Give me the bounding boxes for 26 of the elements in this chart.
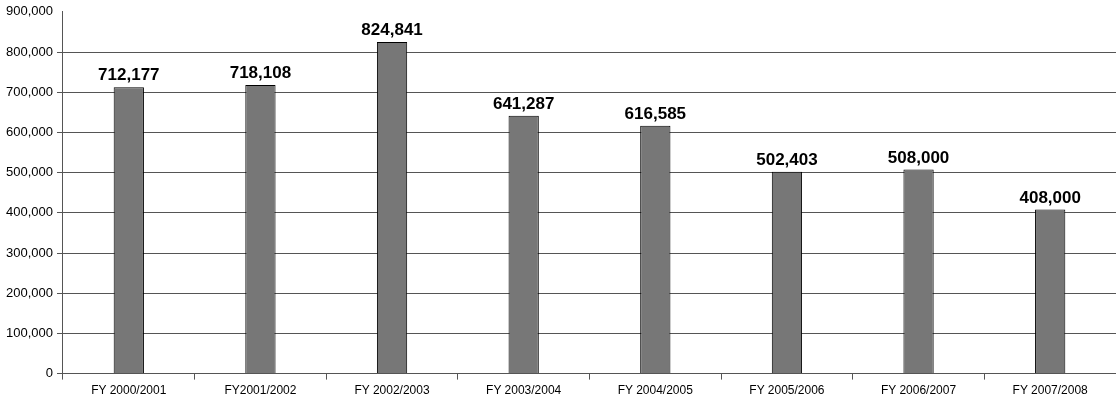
y-tick-label: 400,000 <box>5 204 53 220</box>
data-label: 824,841 <box>361 20 423 40</box>
x-tick-label: FY 2002/2003 <box>354 383 430 398</box>
x-tick-label: FY2001/2002 <box>224 383 297 398</box>
y-tick-label: 900,000 <box>5 3 53 19</box>
x-tick-label: FY 2004/2005 <box>617 383 694 398</box>
data-label: 508,000 <box>887 147 950 167</box>
y-tick-label: 300,000 <box>5 244 53 260</box>
y-tick-label: 800,000 <box>5 43 53 59</box>
x-tick-label: FY 2003/2004 <box>486 383 562 398</box>
y-tick-label: 500,000 <box>5 164 53 180</box>
data-label: 718,108 <box>229 63 292 83</box>
y-tick-label: 600,000 <box>5 123 53 139</box>
y-tick-label: 100,000 <box>5 324 53 340</box>
data-label: 616,585 <box>624 103 687 123</box>
x-tick-label: FY 2006/2007 <box>880 383 957 398</box>
data-label: 502,403 <box>756 149 818 169</box>
x-tick-label: FY 2007/2008 <box>1012 383 1089 398</box>
y-tick-label: 0 <box>45 365 53 381</box>
data-label: 712,177 <box>98 65 160 85</box>
y-tick-label: 200,000 <box>5 284 53 300</box>
x-tick-label: FY 2000/2001 <box>91 383 167 398</box>
y-tick-label: 700,000 <box>5 83 53 99</box>
data-label: 641,287 <box>492 93 555 113</box>
data-label: 408,000 <box>1019 187 1081 207</box>
x-tick-label: FY 2005/2006 <box>749 383 825 398</box>
